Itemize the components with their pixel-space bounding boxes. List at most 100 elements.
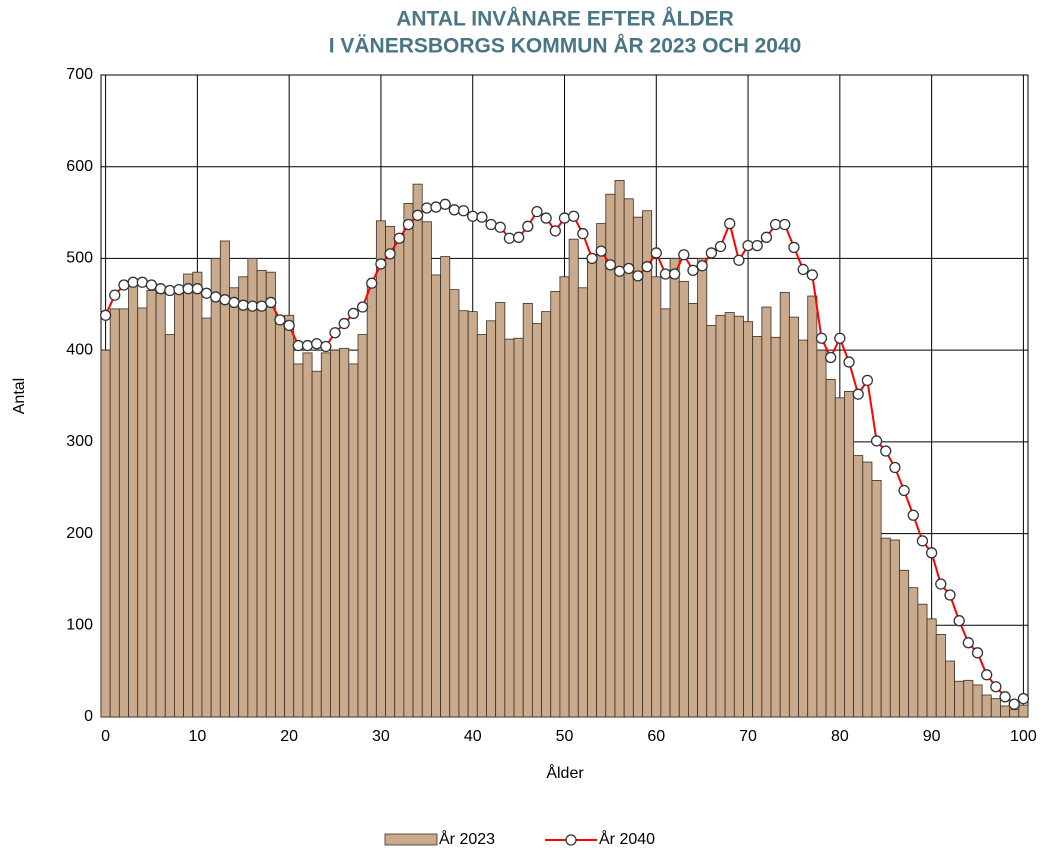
y-tick-label: 300 xyxy=(66,433,93,450)
bar xyxy=(100,349,111,718)
bar xyxy=(834,397,845,718)
bar xyxy=(623,198,634,718)
marker xyxy=(870,435,883,447)
bar xyxy=(330,349,341,718)
bar xyxy=(412,183,423,718)
marker xyxy=(668,268,681,280)
marker xyxy=(366,277,378,289)
marker xyxy=(136,276,148,288)
bar xyxy=(1009,709,1020,718)
bar xyxy=(128,285,139,718)
marker xyxy=(806,269,818,281)
marker xyxy=(292,339,304,352)
x-tick-label: 70 xyxy=(739,728,757,745)
marker xyxy=(522,220,534,232)
marker xyxy=(265,296,277,309)
y-axis-title: Antal xyxy=(11,378,28,414)
bar xyxy=(706,324,717,718)
bar xyxy=(990,698,1001,718)
bar xyxy=(531,323,542,718)
bar xyxy=(229,287,240,718)
bar xyxy=(743,321,754,718)
x-tick-label: 100 xyxy=(1010,728,1037,745)
bar xyxy=(807,295,818,718)
marker xyxy=(448,204,461,216)
marker xyxy=(907,509,919,521)
bar xyxy=(118,308,129,718)
marker xyxy=(577,228,589,240)
x-tick-label: 30 xyxy=(372,728,390,745)
marker xyxy=(687,264,699,277)
chart-title: ANTAL INVÅNARE EFTER ÅLDER xyxy=(396,7,734,31)
bar xyxy=(385,225,396,718)
bar xyxy=(568,238,579,718)
marker xyxy=(430,201,442,213)
marker xyxy=(953,615,965,627)
bar xyxy=(431,274,441,718)
bar xyxy=(853,455,864,718)
bar xyxy=(513,337,524,718)
bar xyxy=(320,352,331,718)
marker xyxy=(155,283,167,295)
marker xyxy=(595,245,607,257)
marker xyxy=(347,307,360,320)
marker xyxy=(145,279,158,291)
x-tick-label: 40 xyxy=(464,728,482,745)
x-tick-label: 50 xyxy=(556,728,574,745)
marker xyxy=(99,309,112,321)
bar xyxy=(348,363,359,718)
marker xyxy=(733,254,745,266)
bar xyxy=(449,289,460,718)
marker xyxy=(999,691,1011,703)
marker xyxy=(182,283,194,295)
marker xyxy=(237,299,249,311)
marker xyxy=(246,300,259,312)
bar xyxy=(577,287,588,718)
bar xyxy=(403,202,414,718)
marker xyxy=(659,268,672,280)
marker xyxy=(558,212,571,224)
bar xyxy=(752,335,763,718)
marker xyxy=(696,260,708,272)
marker xyxy=(742,239,754,252)
marker xyxy=(641,261,653,273)
bar xyxy=(274,317,285,718)
bar xyxy=(109,308,120,718)
bar xyxy=(219,240,230,718)
bar xyxy=(238,276,249,718)
bar xyxy=(889,539,900,718)
marker xyxy=(613,265,626,277)
marker xyxy=(981,669,993,681)
bar xyxy=(678,280,689,718)
marker xyxy=(797,263,809,276)
bar xyxy=(504,338,515,718)
marker xyxy=(568,210,580,222)
bar xyxy=(174,289,185,718)
x-tick-label: 10 xyxy=(188,728,206,745)
marker xyxy=(788,241,800,254)
marker xyxy=(467,210,479,222)
marker xyxy=(311,338,323,350)
bar xyxy=(311,370,322,718)
bar xyxy=(724,312,735,718)
bar xyxy=(256,269,267,718)
bar xyxy=(293,363,304,718)
marker xyxy=(925,547,938,559)
marker xyxy=(861,374,874,387)
marker xyxy=(127,276,139,288)
marker xyxy=(586,252,598,265)
x-tick-label: 20 xyxy=(280,728,298,745)
marker xyxy=(962,637,974,649)
bar xyxy=(770,336,781,718)
bar xyxy=(587,258,598,718)
bar xyxy=(880,537,891,718)
y-tick-label: 400 xyxy=(66,341,93,358)
bar xyxy=(366,280,377,718)
bar xyxy=(1000,705,1011,718)
marker xyxy=(173,283,185,296)
bar xyxy=(339,347,350,718)
bar xyxy=(816,349,827,718)
marker xyxy=(935,578,947,590)
marker xyxy=(338,317,350,330)
